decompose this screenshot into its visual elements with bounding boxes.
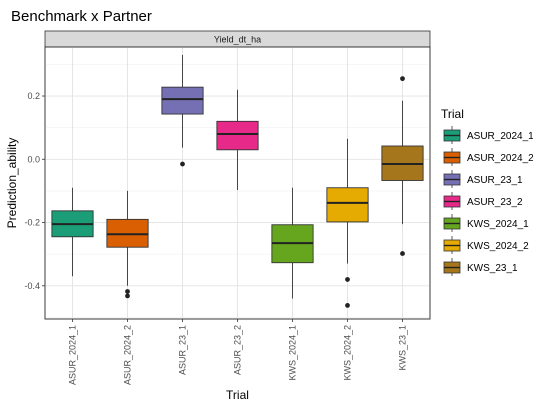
legend: Trial ASUR_2024_1 ASUR_2024_2 ASUR_23_1 ASU…	[441, 107, 533, 276]
x-tick-label: KWS_23_1	[398, 325, 408, 371]
legend-label: KWS_23_1	[467, 263, 518, 274]
legend-label: ASUR_23_1	[467, 175, 523, 186]
y-tick-label: 0.2	[27, 91, 40, 101]
chart-title: Benchmark x Partner	[11, 8, 152, 25]
outlier-point	[345, 303, 350, 308]
box-body	[161, 86, 204, 115]
x-tick-label: ASUR_2024_2	[123, 325, 133, 385]
box-body	[216, 120, 259, 151]
box-ASUR_23_1	[161, 54, 204, 167]
y-tick-label: 0.0	[27, 154, 40, 164]
y-tick-label: -0.2	[24, 218, 40, 228]
x-tick-label: ASUR_23_1	[178, 325, 188, 375]
outlier-point	[400, 76, 405, 82]
box-KWS_2024_2	[326, 138, 369, 308]
x-axis: ASUR_2024_1 ASUR_2024_2 ASUR_23_1 ASUR_23_2…	[68, 319, 408, 385]
x-axis-title: Trial	[226, 388, 249, 402]
outlier-point	[345, 277, 350, 282]
legend-item-ASUR_2024_2: ASUR_2024_2	[443, 148, 533, 166]
x-tick-label: KWS_2024_1	[288, 325, 298, 381]
legend-item-ASUR_23_2: ASUR_23_2	[443, 192, 523, 210]
legend-label: KWS_2024_2	[467, 241, 529, 252]
x-tick-label: ASUR_2024_1	[68, 325, 78, 385]
legend-label: KWS_2024_1	[467, 219, 529, 230]
outlier-point	[400, 251, 405, 256]
box-ASUR_23_2	[216, 89, 259, 190]
box-plots	[51, 54, 424, 308]
outlier-point	[125, 289, 130, 294]
facet-strip-label: Yield_dt_ha	[214, 35, 261, 45]
box-body	[326, 187, 369, 223]
legend-item-ASUR_2024_1: ASUR_2024_1	[443, 126, 533, 144]
legend-label: ASUR_2024_1	[467, 131, 533, 142]
box-ASUR_2024_1	[51, 187, 94, 277]
legend-label: ASUR_23_2	[467, 197, 523, 208]
outlier-point	[180, 161, 185, 167]
outlier-point	[125, 293, 130, 299]
box-KWS_2024_1	[271, 187, 314, 299]
x-tick-label: ASUR_23_2	[233, 325, 243, 375]
y-tick-label: -0.4	[24, 281, 40, 291]
legend-item-KWS_23_1: KWS_23_1	[443, 258, 518, 276]
legend-label: ASUR_2024_2	[467, 153, 533, 164]
box-KWS_23_1	[381, 76, 424, 256]
box-ASUR_2024_2	[106, 190, 149, 299]
legend-item-KWS_2024_1: KWS_2024_1	[443, 214, 529, 232]
legend-item-KWS_2024_2: KWS_2024_2	[443, 236, 529, 254]
x-tick-label: KWS_2024_2	[343, 325, 353, 381]
y-axis: -0.4 -0.2 0.0 0.2	[24, 91, 45, 291]
legend-item-ASUR_23_1: ASUR_23_1	[443, 170, 523, 188]
legend-title: Trial	[441, 107, 464, 121]
y-axis-title: Prediction_ability	[5, 138, 19, 229]
